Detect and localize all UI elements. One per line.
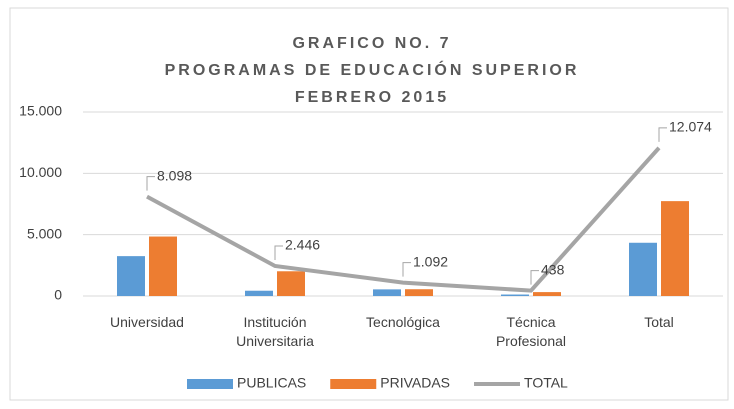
bar [533,292,561,296]
legend-label: PRIVADAS [380,375,450,391]
bar [405,289,433,296]
leader-line [658,127,667,142]
data-label: 2.446 [285,237,320,253]
x-tick-label: Institución Universitaria [236,314,314,349]
leader-line [146,176,155,191]
bar [149,236,177,296]
y-tick-label: 15.000 [19,103,62,119]
y-tick-label: 10.000 [19,164,62,180]
legend-swatch [187,379,233,389]
leader-line [530,270,539,285]
x-tick-label: Técnica Profesional [495,314,567,349]
legend-swatch [330,379,377,389]
bar [117,256,145,296]
bar [277,271,305,296]
y-tick-label: 0 [54,287,62,303]
data-label: 1.092 [413,253,448,269]
line [146,146,661,293]
legend-label: TOTAL [524,375,568,391]
x-tick-label: Tecnológica [366,314,440,330]
bar [373,289,401,296]
bar [629,242,657,296]
y-tick-label: 5.000 [27,225,62,241]
chart-title: FEBRERO 2015 [295,89,449,106]
data-label: 438 [541,261,565,277]
data-label: 8.098 [157,167,192,183]
x-tick-label: Total [644,314,674,330]
leader-line [274,245,283,260]
bar [245,290,273,296]
chart-title: GRAFICO NO. 7 [292,35,451,52]
legend-label: PUBLICAS [237,375,306,391]
bar [501,294,529,296]
x-tick-label: Universidad [110,314,184,330]
data-label: 12.074 [669,119,712,135]
bar [661,201,689,296]
chart-title: PROGRAMAS DE EDUCACIÓN SUPERIOR [165,60,580,79]
leader-line [402,262,411,277]
